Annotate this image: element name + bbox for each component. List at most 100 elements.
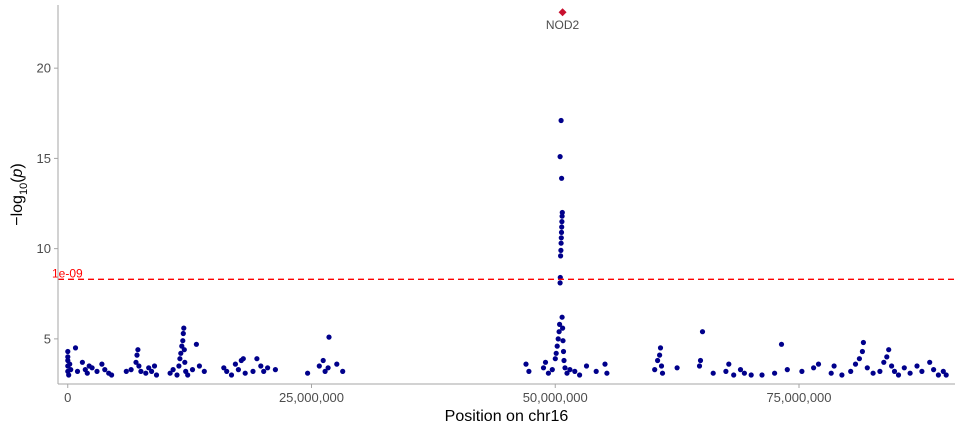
data-point bbox=[224, 368, 230, 374]
x-tick-label: 25,000,000 bbox=[279, 390, 344, 405]
data-point bbox=[560, 325, 566, 331]
data-point bbox=[778, 341, 785, 347]
data-point bbox=[557, 280, 563, 286]
data-point bbox=[877, 368, 883, 374]
data-point bbox=[340, 368, 346, 374]
data-point bbox=[84, 370, 90, 376]
data-point bbox=[731, 372, 737, 378]
data-point bbox=[250, 368, 256, 374]
data-point bbox=[180, 330, 186, 337]
data-point bbox=[558, 117, 564, 124]
data-point bbox=[254, 356, 260, 362]
data-point bbox=[831, 363, 837, 369]
data-point bbox=[65, 348, 71, 355]
data-point bbox=[828, 370, 834, 376]
data-point bbox=[674, 365, 680, 371]
data-point bbox=[657, 352, 663, 358]
data-point bbox=[170, 367, 176, 373]
data-points bbox=[65, 117, 949, 378]
data-point bbox=[240, 356, 246, 362]
data-point bbox=[128, 367, 134, 373]
y-axis-title-prefix: −log bbox=[9, 195, 26, 226]
data-point bbox=[242, 370, 248, 376]
data-point bbox=[182, 359, 188, 365]
data-point bbox=[943, 372, 949, 378]
x-ticks: 0 25,000,000 50,000,000 75,000,000 bbox=[64, 384, 832, 405]
data-point bbox=[723, 368, 729, 374]
data-point bbox=[549, 367, 555, 373]
data-point bbox=[870, 370, 876, 376]
data-point bbox=[697, 357, 704, 364]
data-point bbox=[540, 365, 547, 371]
data-point bbox=[558, 247, 564, 253]
data-point bbox=[852, 361, 859, 367]
data-point bbox=[602, 361, 608, 367]
highlight-point bbox=[558, 8, 567, 17]
data-point bbox=[135, 347, 141, 353]
data-point bbox=[741, 370, 748, 376]
data-point bbox=[555, 336, 561, 342]
data-point bbox=[856, 356, 863, 362]
data-point bbox=[66, 372, 72, 378]
data-point bbox=[523, 361, 529, 367]
data-point bbox=[572, 368, 578, 374]
data-point bbox=[265, 365, 271, 371]
data-point bbox=[561, 357, 567, 364]
data-point bbox=[884, 354, 890, 360]
data-point bbox=[696, 363, 703, 369]
data-point bbox=[557, 154, 563, 160]
data-point bbox=[133, 359, 139, 365]
data-point bbox=[699, 329, 706, 335]
data-point bbox=[526, 368, 532, 374]
data-point bbox=[176, 363, 182, 369]
data-point bbox=[901, 365, 907, 371]
data-point bbox=[272, 367, 278, 373]
data-point bbox=[123, 368, 129, 374]
data-point bbox=[138, 368, 144, 374]
data-point bbox=[864, 365, 870, 371]
data-point bbox=[559, 209, 565, 216]
x-tick-label: 50,000,000 bbox=[523, 390, 588, 405]
data-point bbox=[316, 363, 322, 369]
x-tick-label: 75,000,000 bbox=[766, 390, 831, 405]
y-axis-title-open: ( bbox=[9, 177, 26, 183]
data-point bbox=[558, 253, 564, 259]
data-point bbox=[564, 370, 570, 376]
data-point bbox=[737, 367, 744, 373]
data-point bbox=[860, 339, 867, 346]
y-tick-label: 10 bbox=[37, 241, 51, 256]
data-point bbox=[562, 365, 568, 371]
data-point bbox=[593, 368, 599, 374]
data-point bbox=[153, 372, 160, 378]
x-axis-title: Position on chr16 bbox=[445, 408, 569, 425]
y-axis-title-close: ) bbox=[9, 163, 26, 168]
data-point bbox=[177, 356, 183, 362]
data-point bbox=[181, 347, 187, 353]
data-point bbox=[895, 372, 902, 378]
data-point bbox=[72, 345, 79, 351]
data-point bbox=[143, 370, 149, 376]
data-point bbox=[149, 368, 155, 374]
data-point bbox=[261, 368, 267, 374]
data-point bbox=[560, 348, 567, 355]
y-tick-label: 5 bbox=[44, 331, 51, 346]
data-point bbox=[886, 347, 892, 353]
data-point bbox=[553, 350, 559, 356]
data-point bbox=[907, 370, 913, 376]
data-point bbox=[556, 329, 562, 335]
data-point bbox=[326, 334, 332, 340]
data-point bbox=[583, 363, 590, 369]
data-point bbox=[558, 240, 564, 246]
data-point bbox=[232, 361, 238, 367]
data-point bbox=[567, 367, 573, 373]
x-tick-label: 0 bbox=[64, 390, 71, 405]
data-point bbox=[180, 338, 186, 344]
data-point bbox=[652, 367, 658, 373]
y-axis-title: −log10(p) bbox=[9, 163, 30, 226]
data-point bbox=[196, 363, 202, 369]
data-point bbox=[881, 359, 887, 365]
data-point bbox=[201, 368, 207, 374]
data-point bbox=[221, 365, 227, 371]
data-point bbox=[891, 368, 898, 374]
